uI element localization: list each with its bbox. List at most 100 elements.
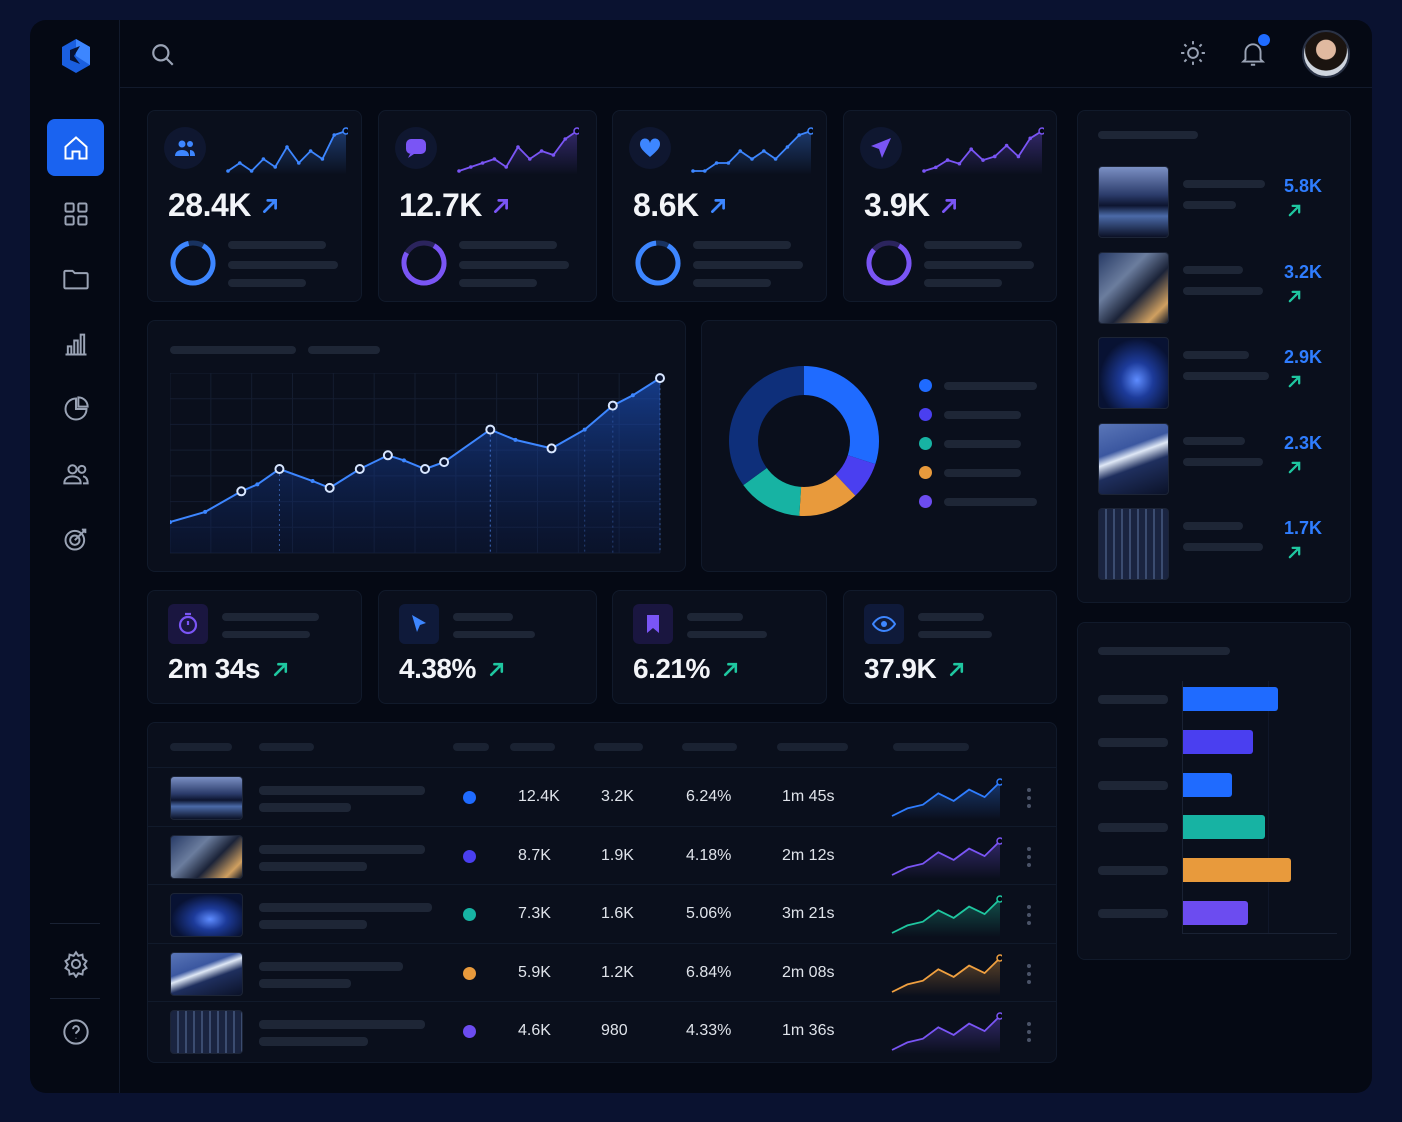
sidebar-item-grid[interactable]	[47, 185, 104, 242]
more-options-icon[interactable]	[1023, 845, 1035, 869]
stat-card[interactable]: 12.7K	[378, 110, 597, 302]
stat-value: 8.6K	[633, 187, 699, 223]
sparkline	[891, 836, 1004, 879]
notification-badge	[1258, 34, 1270, 46]
top-content-panel: 5.8K 3.2K 2.9K 2.3K 1.7K	[1077, 110, 1351, 603]
sidebar-item-help[interactable]	[47, 1003, 104, 1060]
sidebar-item-users[interactable]	[47, 445, 104, 502]
cell-c3: 5.06%	[686, 905, 732, 923]
sidebar-item-gear[interactable]	[47, 935, 104, 992]
metric-card[interactable]: 4.38%	[378, 590, 597, 704]
cursor-icon	[412, 615, 426, 632]
line-chart-card	[147, 320, 686, 572]
grid-icon	[64, 202, 87, 225]
cell-c4: 1m 36s	[782, 1022, 835, 1040]
thumbnail-night-sky	[170, 893, 243, 938]
stat-icon-wrap	[395, 127, 437, 169]
skeleton-line	[259, 920, 367, 930]
top-content-item[interactable]: 5.8K	[1078, 166, 1352, 238]
cell-c2: 1.2K	[601, 963, 634, 981]
bar	[1183, 772, 1232, 797]
target-icon	[64, 528, 86, 550]
trend-up-icon	[1288, 546, 1301, 559]
table-row[interactable]: 8.7K 1.9K 4.18% 2m 12s	[148, 825, 1056, 884]
bar-label-skeleton	[1098, 866, 1168, 876]
more-options-icon[interactable]	[1023, 786, 1035, 810]
bar-label-skeleton	[1098, 909, 1168, 918]
bell-icon[interactable]	[1240, 40, 1266, 68]
skeleton-line	[918, 631, 992, 638]
skeleton-line	[924, 279, 1002, 287]
sidebar-item-folder[interactable]	[47, 250, 104, 307]
more-options-icon[interactable]	[1023, 962, 1035, 986]
bar	[1183, 687, 1278, 711]
thumbnail-building	[170, 834, 243, 879]
stat-card[interactable]: 8.6K	[612, 110, 827, 302]
data-point	[274, 464, 285, 474]
skeleton-line	[924, 241, 1022, 249]
sidebar-item-bar-chart[interactable]	[47, 315, 104, 372]
cell-c2: 3.2K	[601, 788, 634, 805]
top-content-item[interactable]: 2.3K	[1078, 422, 1352, 495]
data-point	[582, 427, 587, 432]
content-value: 2.9K	[1284, 347, 1323, 367]
skeleton-line	[459, 241, 557, 249]
skeleton-line	[459, 261, 569, 269]
data-point	[655, 373, 665, 384]
legend-label-skeleton	[944, 440, 1021, 448]
table-row[interactable]: 4.6K 980 4.33% 1m 36s	[148, 1001, 1056, 1059]
skeleton-line	[1183, 522, 1243, 530]
skeleton-line	[259, 844, 425, 854]
skeleton-line	[222, 631, 310, 638]
thumbnail-interior	[170, 1010, 243, 1055]
avatar[interactable]	[1302, 30, 1350, 78]
sidebar-item-home[interactable]	[47, 119, 104, 176]
timer-icon	[178, 612, 198, 635]
stat-card[interactable]: 28.4K	[147, 110, 362, 302]
chat-icon	[406, 139, 426, 158]
logo-icon[interactable]	[60, 38, 92, 74]
legend-dot	[919, 379, 932, 392]
sidebar	[30, 20, 120, 1093]
metric-card[interactable]: 37.9K	[843, 590, 1057, 704]
table-row[interactable]: 12.4K 3.2K 6.24% 1m 45s	[148, 767, 1056, 825]
skeleton-line	[687, 613, 743, 621]
stat-icon-wrap	[164, 127, 206, 169]
cell-c1: 8.7K	[518, 846, 551, 864]
data-point	[203, 509, 208, 514]
trend-up-icon	[723, 662, 737, 676]
legend-label-skeleton	[944, 498, 1037, 506]
sidebar-item-target[interactable]	[47, 510, 104, 567]
grid-line	[1268, 681, 1269, 933]
thumbnail-lake-mountains	[170, 776, 243, 820]
bar-label-skeleton	[1098, 695, 1168, 704]
more-options-icon[interactable]	[1023, 903, 1035, 927]
trend-up-icon	[1288, 375, 1301, 388]
top-content-item[interactable]: 2.9K	[1078, 337, 1352, 409]
users-icon	[175, 140, 195, 156]
skeleton-line	[1183, 351, 1249, 359]
skeleton-line	[687, 631, 767, 638]
more-options-icon[interactable]	[1023, 1020, 1035, 1044]
status-dot	[463, 908, 476, 922]
skeleton-line	[259, 903, 432, 913]
sidebar-item-pie-chart[interactable]	[47, 380, 104, 437]
column-header-skeleton	[170, 743, 232, 751]
sparkline	[922, 127, 1046, 175]
stat-card[interactable]: 3.9K	[843, 110, 1057, 302]
metric-value: 37.9K	[864, 653, 937, 684]
search-icon[interactable]	[150, 42, 176, 68]
table-row[interactable]: 7.3K 1.6K 5.06% 3m 21s	[148, 884, 1056, 942]
sun-icon[interactable]	[1180, 40, 1206, 66]
table-row[interactable]: 5.9K 1.2K 6.84% 2m 08s	[148, 942, 1056, 1001]
data-point	[607, 400, 618, 411]
skeleton-line	[1183, 457, 1263, 466]
metric-card[interactable]: 2m 34s	[147, 590, 362, 704]
top-content-item[interactable]: 3.2K	[1078, 251, 1352, 324]
data-point	[420, 464, 431, 474]
top-content-item[interactable]: 1.7K	[1078, 508, 1352, 580]
stat-value-wrap: 8.6K	[633, 187, 727, 224]
metric-card[interactable]: 6.21%	[612, 590, 827, 704]
stat-value: 3.9K	[864, 187, 930, 223]
cell-c1: 7.3K	[518, 905, 551, 923]
